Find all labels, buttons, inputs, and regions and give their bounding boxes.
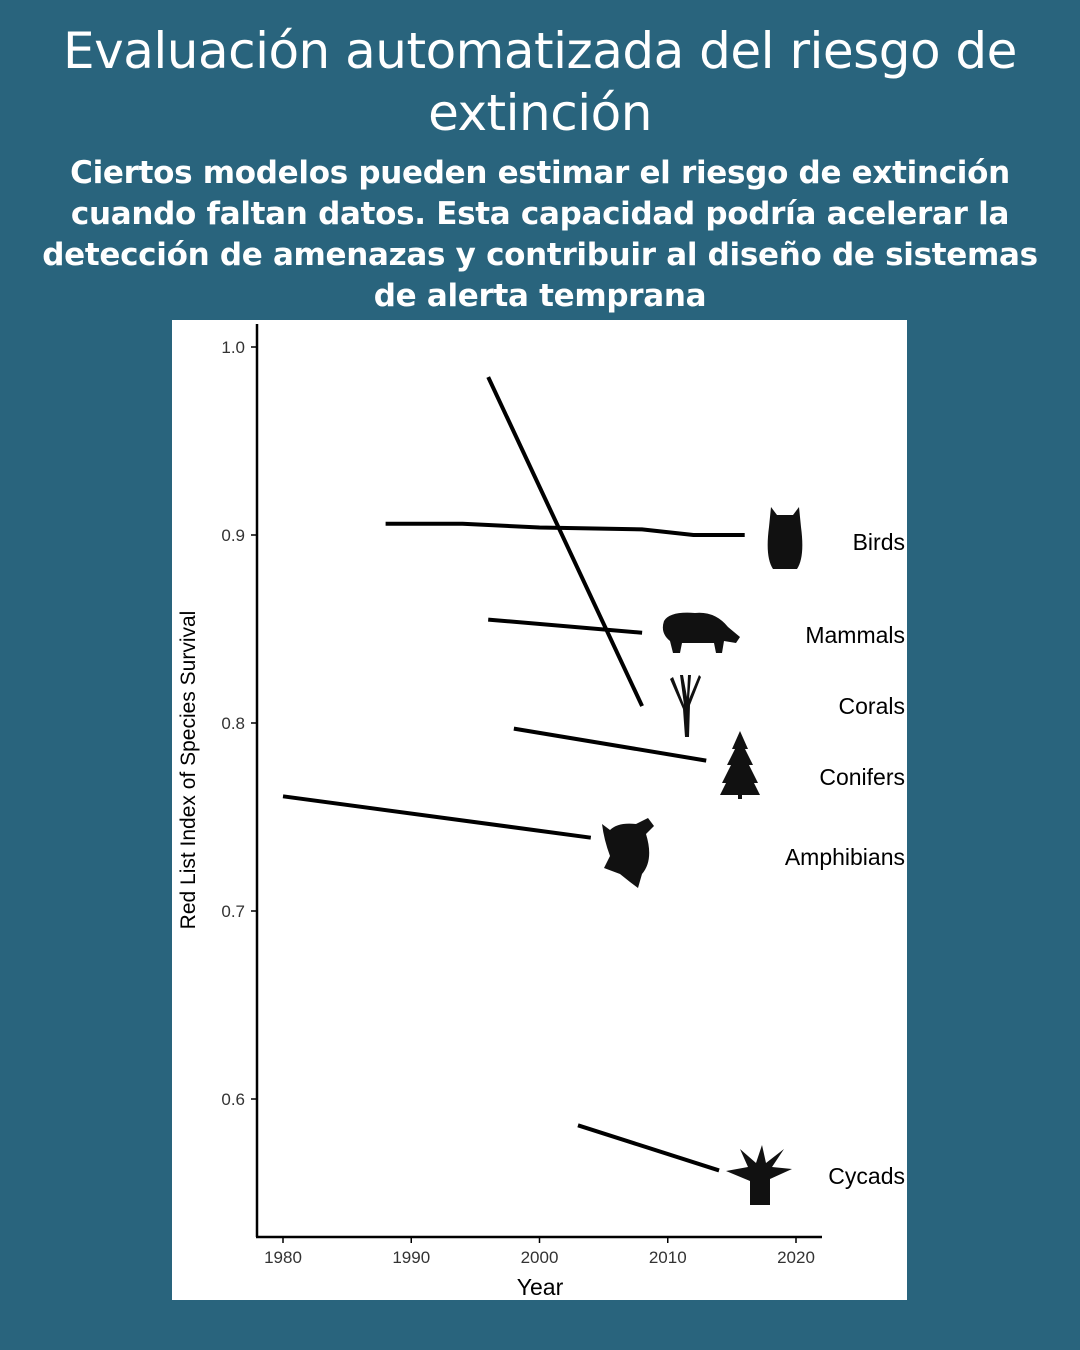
y-tick-label: 0.8 bbox=[221, 714, 245, 733]
series-label: Conifers bbox=[819, 764, 905, 790]
series-line-mammals bbox=[488, 617, 643, 635]
cycad-icon bbox=[726, 1145, 792, 1205]
y-tick-label: 0.9 bbox=[221, 526, 245, 545]
frog-icon bbox=[602, 818, 654, 888]
rhino-icon bbox=[662, 612, 740, 653]
x-tick-label: 2010 bbox=[649, 1248, 687, 1267]
page-title: Evaluación automatizada del riesgo de ex… bbox=[63, 22, 1017, 142]
series-label: Mammals bbox=[805, 622, 905, 648]
y-tick-label: 0.6 bbox=[221, 1090, 245, 1109]
series-label: Amphibians bbox=[785, 844, 905, 870]
series-label: Corals bbox=[839, 693, 905, 719]
chart-panel: 1980 1990 2000 2010 2020 0.6 0.7 0.8 0.9 1.0 Bird… bbox=[172, 320, 907, 1300]
series-line-corals bbox=[486, 376, 644, 707]
y-tick-label: 1.0 bbox=[221, 338, 245, 357]
x-tick-label: 2000 bbox=[521, 1248, 559, 1267]
series-line-amphibians bbox=[282, 794, 592, 840]
x-tick-label: 1980 bbox=[264, 1248, 302, 1267]
coral-icon bbox=[670, 675, 701, 737]
y-axis-label: Red List Index of Species Survival bbox=[177, 611, 200, 930]
owl-icon bbox=[767, 507, 803, 569]
chart-svg: 1980 1990 2000 2010 2020 0.6 0.7 0.8 0.9 1.0 Bird… bbox=[177, 324, 905, 1300]
series-label: Cycads bbox=[828, 1163, 905, 1189]
x-axis-label: Year bbox=[517, 1274, 564, 1300]
page-subtitle: Ciertos modelos pueden estimar el riesgo… bbox=[42, 155, 1038, 314]
conifer-icon bbox=[720, 731, 760, 799]
y-tick-label: 0.7 bbox=[221, 902, 245, 921]
series-line-conifers bbox=[513, 726, 707, 763]
series-line-birds bbox=[385, 521, 745, 537]
x-tick-label: 2020 bbox=[777, 1248, 815, 1267]
series-label: Birds bbox=[853, 529, 905, 555]
x-tick-label: 1990 bbox=[392, 1248, 430, 1267]
series-line-cycads bbox=[577, 1123, 720, 1173]
